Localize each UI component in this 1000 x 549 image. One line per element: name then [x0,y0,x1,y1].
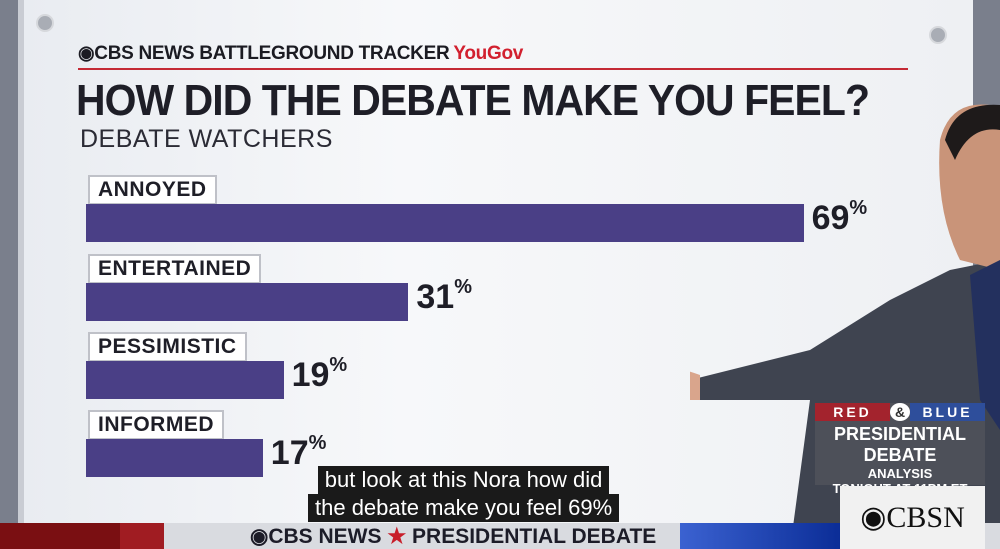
brand-header: ◉CBS NEWS BATTLEGROUND TRACKER YouGov [78,43,524,64]
ticker-blue-block [680,523,840,549]
ticker-text: ◉CBS NEWS ★ PRESIDENTIAL DEBATE [250,525,657,548]
value-number: 69 [811,199,850,237]
promo-line2: ANALYSIS [867,466,933,481]
value-unit: % [329,354,348,376]
brand-text: CBS NEWS BATTLEGROUND TRACKER [94,43,450,64]
category-label: PESSIMISTIC [88,332,247,362]
yougov-logo: YouGov [453,43,524,64]
lower-ticker: ◉CBS NEWS ★ PRESIDENTIAL DEBATE [0,523,1000,549]
ticker-red-block [120,523,164,549]
caption-line-2: the debate make you feel 69% [308,494,620,522]
value-unit: % [454,276,473,298]
promo-banner: RED & BLUE PRESIDENTIAL DEBATE ANALYSIS … [815,403,985,496]
value-number: 17 [270,434,309,472]
ticker-network: CBS NEWS [268,525,382,548]
value-label: 19% [291,354,348,395]
value-number: 31 [416,278,455,316]
chart-subtitle: DEBATE WATCHERS [80,125,333,153]
divider [78,68,908,70]
promo-red: RED [815,403,890,421]
category-label: ANNOYED [88,175,217,205]
value-label: 17% [270,432,327,473]
value-label: 69% [811,197,868,238]
value-number: 19 [291,356,330,394]
bar [86,439,263,477]
bar [86,361,284,399]
ticker-program: PRESIDENTIAL DEBATE [412,525,657,548]
value-unit: % [849,197,868,219]
bolt-icon [929,26,947,44]
bar [86,283,409,321]
cbsn-text: CBSN [886,501,965,534]
star-icon: ★ [387,525,407,548]
chart-title: HOW DID THE DEBATE MAKE YOU FEEL? [76,76,870,125]
category-label: INFORMED [88,410,224,440]
bar [86,204,804,242]
promo-title: PRESIDENTIAL DEBATE [833,424,966,465]
category-label: ENTERTAINED [88,254,262,284]
cbsn-logo: ◉CBSN [840,486,985,549]
ticker-red-block [0,523,120,549]
promo-amp: & [890,403,910,421]
subtitle-caption: but look at this Nora how did the debate… [308,466,620,522]
value-label: 31% [416,276,473,317]
caption-line-1: but look at this Nora how did [317,466,610,494]
promo-blue: BLUE [910,403,985,421]
value-unit: % [308,432,327,454]
bolt-icon [36,14,54,32]
